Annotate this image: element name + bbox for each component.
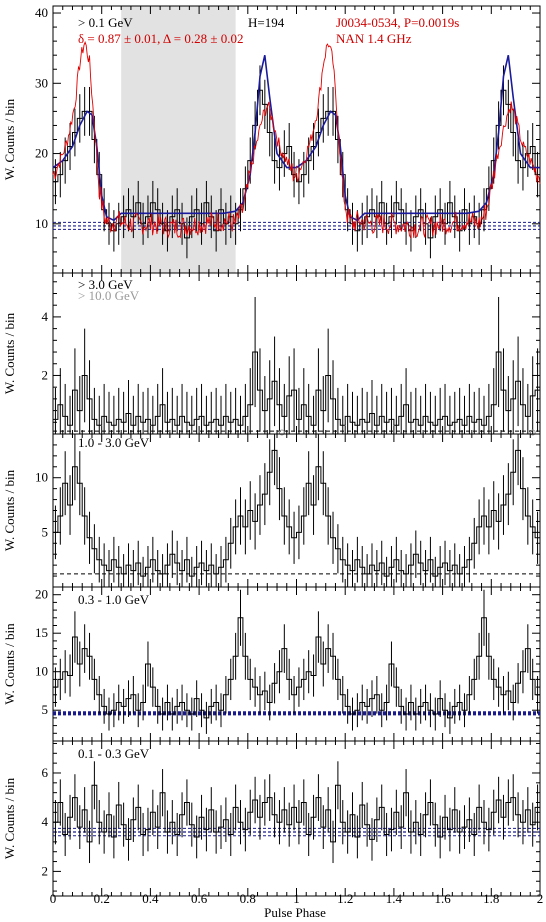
x-axis-title: Pulse Phase [264,905,326,920]
radio-profile-line [52,41,541,240]
x-tick-label: 0.8 [240,891,256,906]
histogram-line [53,351,540,426]
y-axis-title: W. Counts / bin [2,623,17,705]
shape-params-label: δ = 0.87 ± 0.01, Δ = 0.28 ± 0.02 [78,31,243,46]
panel-above-3gev: 2 4 W. Counts / bin [2,272,541,436]
y-tick-label: 6 [42,765,49,780]
y-tick-label: 20 [35,146,48,161]
x-tick-labels: 0 0.2 0.4 0.6 0.8 1 1.2 1.4 1.6 1.8 2 [50,891,544,906]
pulsar-label: J0034-0534, P=0.0019s [336,15,459,30]
energy-label-panel-2-secondary: > 10.0 GeV [78,288,140,303]
x-tick-label: 0.6 [191,891,208,906]
y-tick-label: 2 [42,367,49,382]
energy-label-panel-3: 1.0 - 3.0 GeV [78,435,150,450]
histogram-line [53,784,540,843]
y-tick-label: 4 [42,814,49,829]
energy-label-panel-5: 0.1 - 0.3 GeV [78,746,150,761]
energy-label-panel-2: > 3.0 GeV [78,277,133,292]
y-tick-label: 40 [35,5,48,20]
histogram-line [53,89,540,239]
y-tick-label: 5 [42,702,49,717]
x-tick-label: 0.4 [142,891,159,906]
high-energy-marker [529,429,536,436]
x-tick-label: 1.8 [483,891,499,906]
x-tick-label: 0.2 [94,891,110,906]
y-tick-label: 20 [35,587,48,602]
y-tick-label: 5 [42,524,49,539]
x-tick-label: 1 [293,891,300,906]
fit-profile-line [52,55,540,222]
y-tick-label: 2 [42,863,49,878]
offpulse-region [121,6,236,273]
stats-label: H=194 [248,15,285,30]
panel-0.1-to-0.3gev: 2 4 6 W. Counts / bin [2,740,541,897]
y-tick-label: 10 [35,216,48,231]
y-tick-label: 4 [42,309,49,324]
y-axis-title: W. Counts / bin [2,469,17,551]
y-tick-label: 10 [35,470,48,485]
panel-0.3-to-1gev: 5 10 15 20 W. Counts / bin [2,586,541,742]
x-tick-label: 0 [50,891,57,906]
histogram-line [53,449,540,577]
x-tick-label: 2 [537,891,544,906]
panel-above-0.1gev: 10 20 30 40 W. Counts / bin [2,5,541,274]
panel-1-to-3gev: 5 10 W. Counts / bin [2,433,541,588]
energy-label-panel-1: > 0.1 GeV [78,15,133,30]
y-tick-label: 30 [35,75,48,90]
y-axis-title: W. Counts / bin [2,98,17,180]
y-tick-label: 10 [35,664,48,679]
panel-frame [52,586,541,742]
x-tick-label: 1.4 [386,891,403,906]
y-axis-title: W. Counts / bin [2,312,17,394]
x-tick-label: 1.2 [337,891,353,906]
high-energy-marker [278,429,285,436]
histogram-line [53,617,540,719]
radio-label: NAN 1.4 GHz [336,31,412,46]
y-axis-title: W. Counts / bin [2,777,17,859]
y-tick-label: 15 [35,625,48,640]
energy-label-panel-4: 0.3 - 1.0 GeV [78,592,150,607]
x-tick-label: 1.6 [434,891,451,906]
